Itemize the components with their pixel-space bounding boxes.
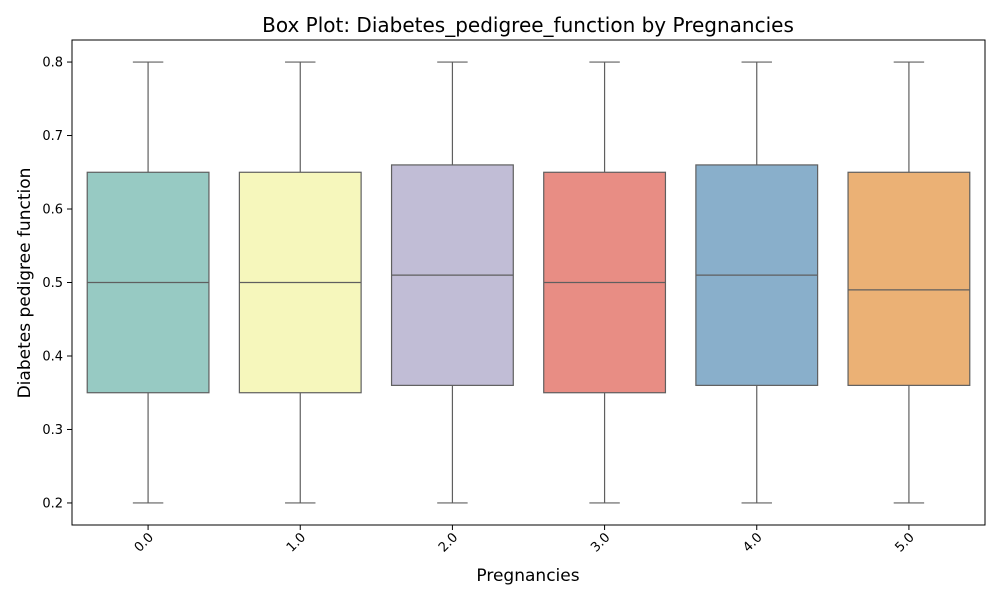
box-group	[390, 61, 514, 504]
plot-frame	[71, 39, 986, 526]
box-group	[86, 61, 210, 504]
y-tick-label: 0.8	[42, 56, 63, 71]
x-tick-label: 2.0	[436, 530, 461, 555]
x-tick-label: 0.0	[132, 530, 157, 555]
boxes-layer	[86, 61, 971, 504]
box-group	[543, 61, 667, 504]
y-tick-label: 0.2	[42, 496, 63, 511]
x-axis-label: Pregnancies	[476, 566, 579, 586]
box-group	[695, 61, 819, 504]
x-tick-label: 5.0	[893, 530, 918, 555]
x-tick-label: 3.0	[588, 530, 613, 555]
y-tick-label: 0.3	[42, 423, 63, 438]
iqr-box	[847, 171, 971, 386]
y-axis-label: Diabetes pedigree function	[15, 168, 35, 399]
y-tick-label: 0.7	[42, 129, 63, 144]
x-tick-label: 1.0	[284, 530, 309, 555]
x-tick-label: 4.0	[740, 530, 765, 555]
chart-title: Box Plot: Diabetes_pedigree_function by …	[262, 13, 794, 37]
y-tick-label: 0.4	[42, 349, 63, 364]
box-group	[847, 61, 971, 504]
y-tick-label: 0.6	[42, 203, 63, 218]
y-tick-label: 0.5	[42, 276, 63, 291]
box-group	[238, 61, 362, 504]
